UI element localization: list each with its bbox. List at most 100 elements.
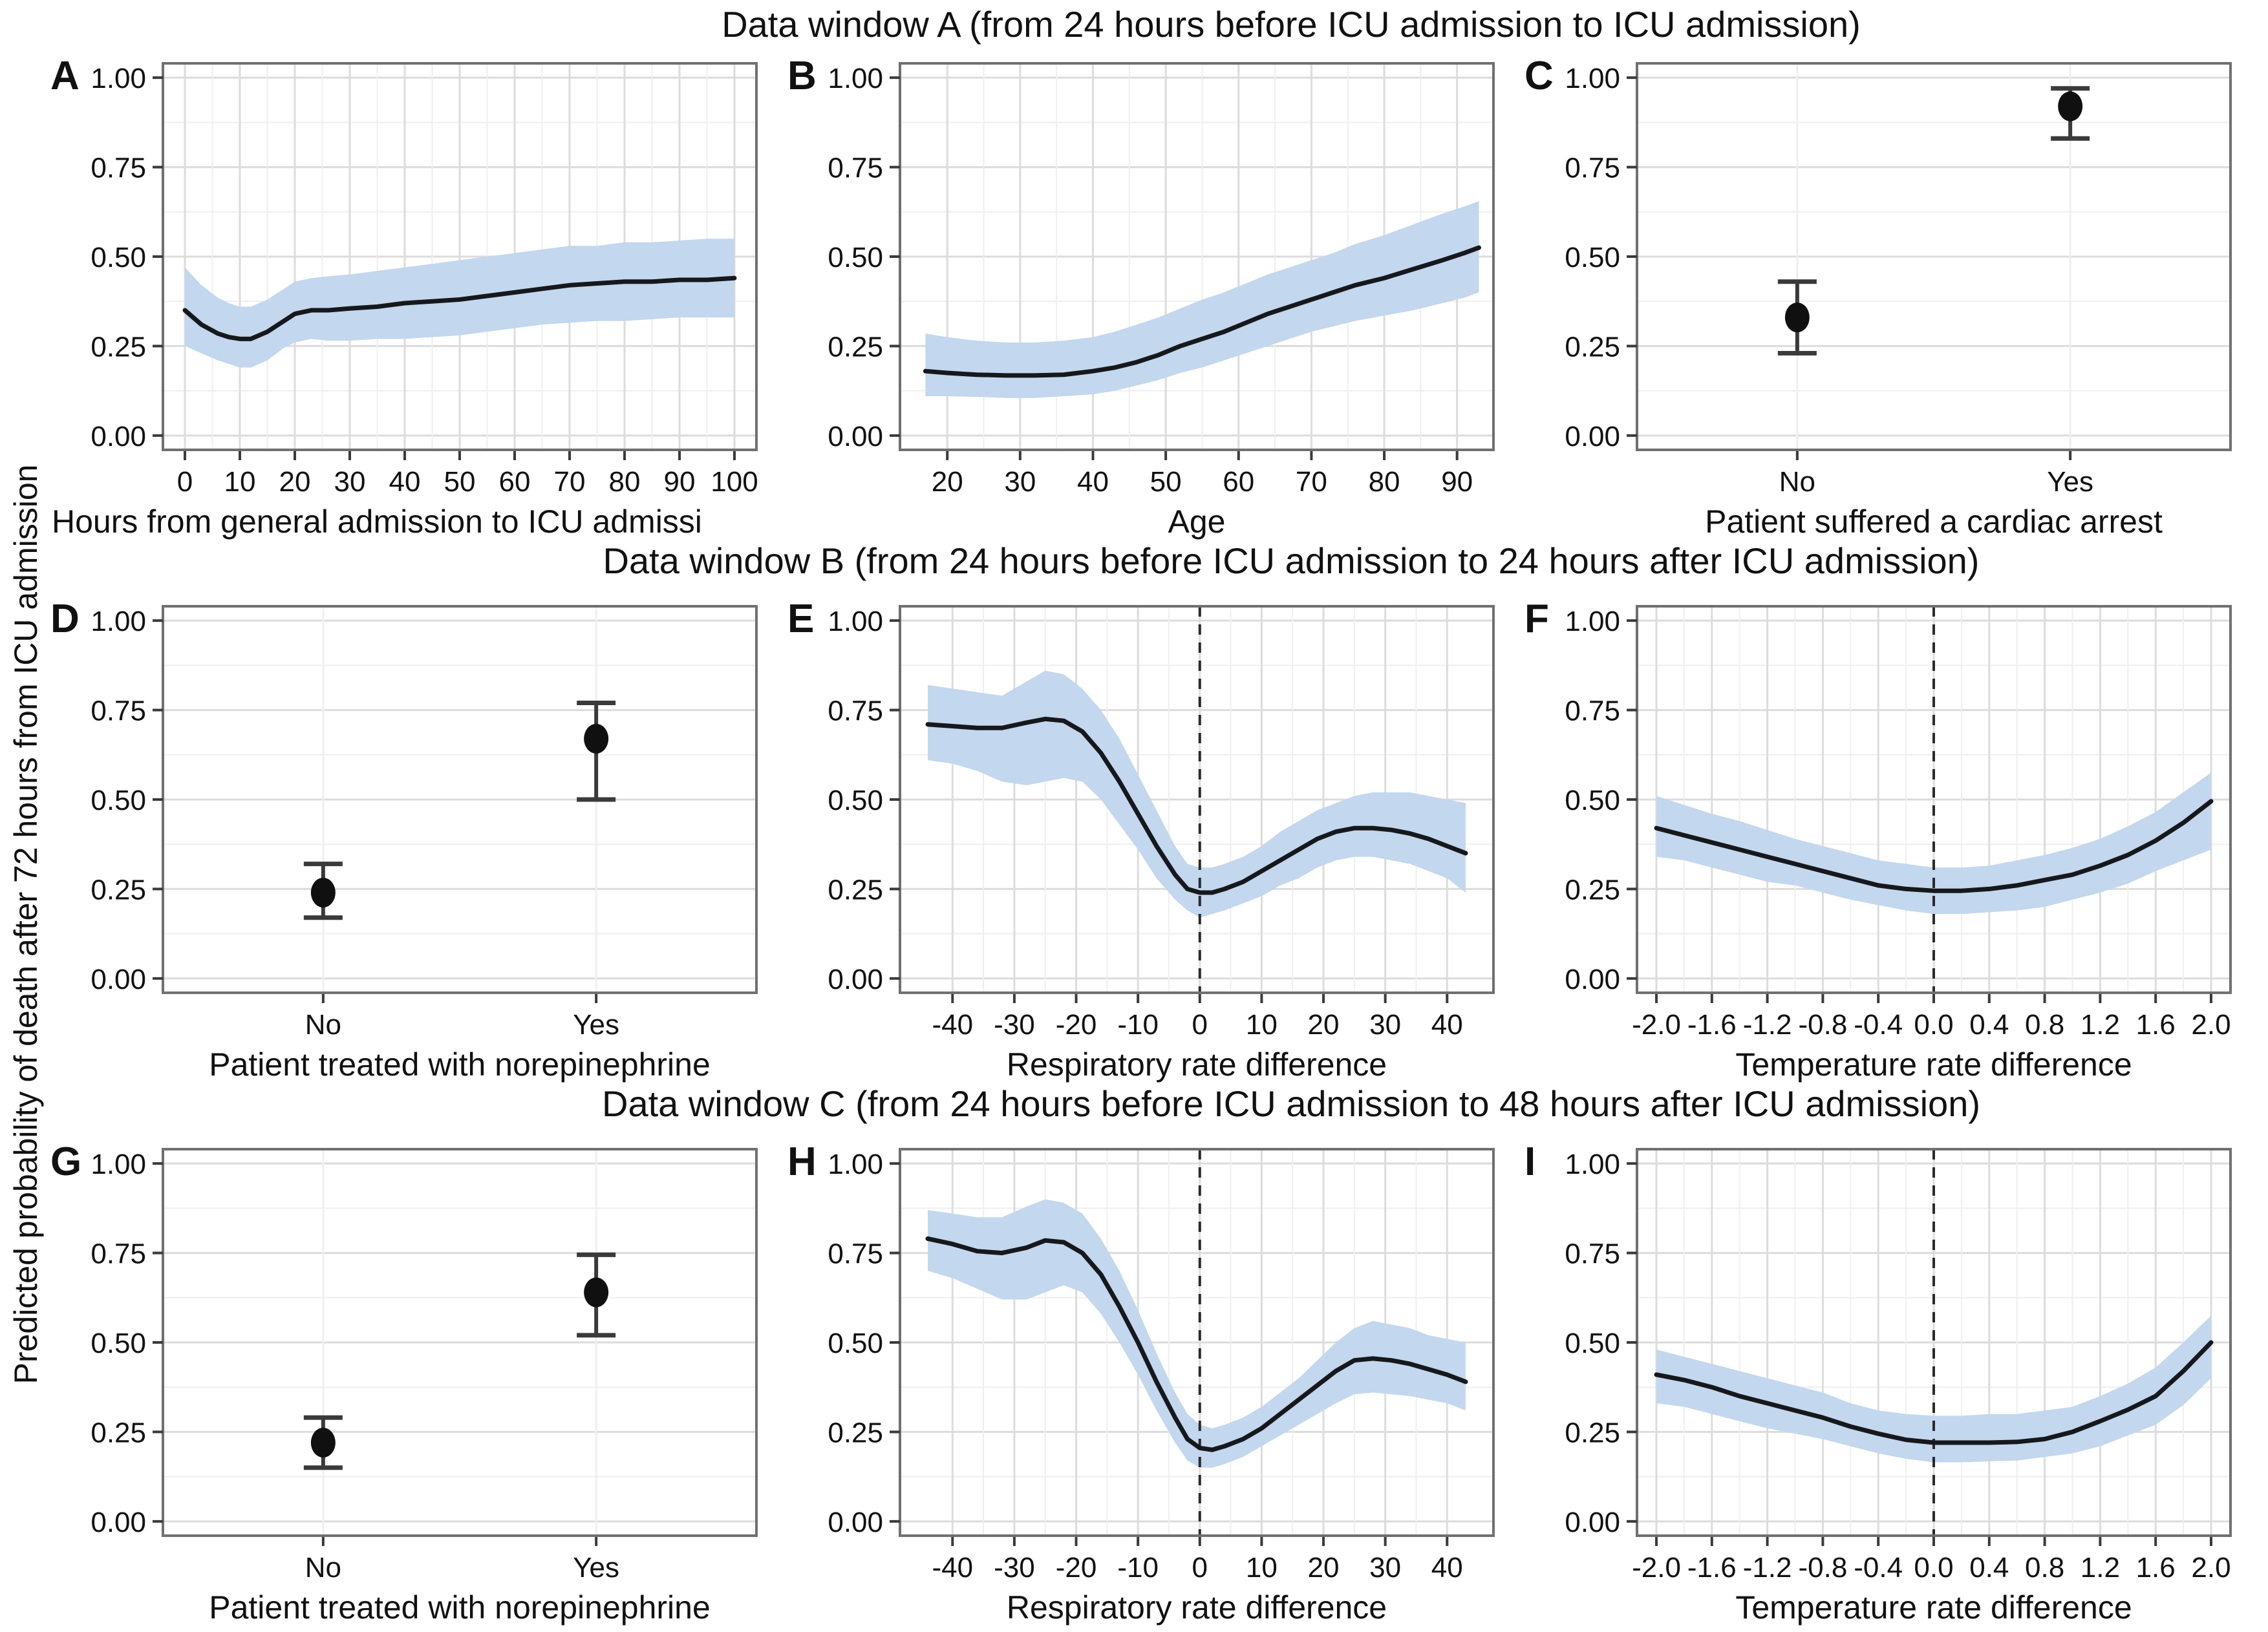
svg-text:0.50: 0.50	[1565, 1328, 1620, 1359]
svg-text:-1.6: -1.6	[1687, 1552, 1737, 1584]
row-title-window-b: Data window B (from 24 hours before ICU …	[603, 540, 1980, 581]
svg-text:-30: -30	[994, 1009, 1035, 1041]
panel-E: -40 -30 -20 -10 0 10 20 30 40 0.00 0.25 0.50 0.75 1.0…	[785, 592, 1513, 1083]
svg-text:0.75: 0.75	[828, 695, 883, 727]
svg-text:-20: -20	[1056, 1552, 1097, 1584]
svg-text:1.2: 1.2	[2081, 1552, 2120, 1584]
svg-text:1.00: 1.00	[91, 63, 146, 94]
svg-text:G: G	[50, 1139, 81, 1184]
chart-H: -40 -30 -20 -10 0 10 20 30 40 0.00 0.25 0.50 0.75 1.0…	[787, 1139, 1495, 1626]
svg-text:40: 40	[389, 466, 421, 498]
svg-text:30: 30	[334, 466, 366, 498]
svg-text:1.6: 1.6	[2136, 1552, 2176, 1584]
svg-text:20: 20	[1308, 1009, 1340, 1041]
svg-text:40: 40	[1431, 1552, 1463, 1584]
svg-text:-1.2: -1.2	[1743, 1552, 1792, 1584]
svg-text:-0.4: -0.4	[1854, 1009, 1903, 1041]
svg-text:H: H	[787, 1139, 817, 1184]
svg-text:0.00: 0.00	[91, 964, 146, 995]
svg-text:E: E	[787, 597, 814, 641]
svg-text:B: B	[787, 54, 817, 98]
svg-text:-40: -40	[932, 1009, 973, 1041]
svg-text:0.25: 0.25	[1565, 874, 1620, 906]
svg-text:2.0: 2.0	[2191, 1009, 2231, 1041]
svg-text:0.75: 0.75	[91, 1238, 146, 1270]
svg-text:0.50: 0.50	[91, 242, 146, 273]
svg-text:1.00: 1.00	[1565, 63, 1620, 94]
panel-G: No Yes 0.00 0.25 0.50 0.75 1.00 G Patient treate…	[48, 1135, 776, 1626]
chart-I: -2.0 -1.6 -1.2 -0.8 -0.4 0.0 0.4 0.8 1.2 1.6 2.0 0.…	[1524, 1139, 2232, 1626]
svg-text:0: 0	[1192, 1009, 1208, 1041]
svg-text:0.00: 0.00	[1565, 1507, 1620, 1538]
panel-F: -2.0 -1.6 -1.2 -0.8 -0.4 0.0 0.4 0.8 1.2 1.6 2.0 0.…	[1522, 592, 2250, 1083]
svg-text:Temperature rate difference: Temperature rate difference	[1735, 1046, 2132, 1083]
svg-text:0.75: 0.75	[91, 153, 146, 184]
chart-F: -2.0 -1.6 -1.2 -0.8 -0.4 0.0 0.4 0.8 1.2 1.6 2.0 0.…	[1524, 597, 2232, 1083]
svg-text:Respiratory rate difference: Respiratory rate difference	[1007, 1589, 1387, 1626]
svg-text:Patient treated with norepinep: Patient treated with norepinephrine	[209, 1589, 711, 1626]
svg-text:0.8: 0.8	[2025, 1552, 2064, 1584]
svg-text:0.50: 0.50	[828, 785, 883, 816]
svg-text:No: No	[305, 1009, 341, 1041]
svg-text:30: 30	[1369, 1552, 1401, 1584]
svg-text:1.00: 1.00	[91, 606, 146, 637]
svg-text:0.25: 0.25	[1565, 1417, 1620, 1448]
svg-text:20: 20	[279, 466, 311, 498]
svg-text:10: 10	[1246, 1552, 1278, 1584]
svg-text:-2.0: -2.0	[1632, 1552, 1681, 1584]
svg-text:0: 0	[177, 466, 193, 498]
svg-text:Age: Age	[1168, 503, 1226, 540]
svg-text:-40: -40	[932, 1552, 973, 1584]
svg-text:10: 10	[224, 466, 256, 498]
row-title-window-a: Data window A (from 24 hours before ICU …	[722, 4, 1861, 45]
svg-text:0.75: 0.75	[1565, 1238, 1620, 1270]
chart-D: No Yes 0.00 0.25 0.50 0.75 1.00 D Patient treate…	[50, 597, 758, 1083]
svg-text:60: 60	[1223, 466, 1254, 498]
svg-text:0.50: 0.50	[1565, 785, 1620, 816]
svg-text:0.50: 0.50	[91, 785, 146, 816]
svg-text:1.00: 1.00	[828, 606, 883, 637]
svg-text:C: C	[1524, 54, 1554, 98]
row-title-window-c: Data window C (from 24 hours before ICU …	[602, 1083, 1980, 1124]
svg-text:0.8: 0.8	[2025, 1009, 2064, 1041]
svg-text:40: 40	[1431, 1009, 1463, 1041]
svg-text:0.25: 0.25	[828, 874, 883, 906]
svg-text:60: 60	[499, 466, 531, 498]
svg-text:Hours from general admission t: Hours from general admission to ICU admi…	[52, 503, 702, 540]
svg-text:1.00: 1.00	[1565, 1149, 1620, 1180]
chart-B: 20 30 40 50 60 70 80 90 0.00 0.25 0.50 0.75 1.00 B Age	[787, 54, 1495, 540]
svg-text:0.00: 0.00	[91, 1507, 146, 1538]
svg-text:0.25: 0.25	[828, 1417, 883, 1448]
svg-text:100: 100	[711, 466, 758, 498]
svg-text:1.00: 1.00	[828, 63, 883, 94]
svg-text:0.00: 0.00	[828, 421, 883, 452]
svg-text:30: 30	[1004, 466, 1036, 498]
chart-G: No Yes 0.00 0.25 0.50 0.75 1.00 G Patient treate…	[50, 1139, 758, 1626]
svg-text:70: 70	[1296, 466, 1327, 498]
svg-text:1.00: 1.00	[91, 1149, 146, 1180]
svg-text:0.00: 0.00	[91, 421, 146, 452]
svg-text:Yes: Yes	[2047, 466, 2093, 498]
svg-text:50: 50	[444, 466, 476, 498]
svg-text:0.75: 0.75	[828, 153, 883, 184]
svg-text:0.0: 0.0	[1914, 1552, 1953, 1584]
svg-text:-10: -10	[1117, 1552, 1159, 1584]
panel-D: No Yes 0.00 0.25 0.50 0.75 1.00 D Patient treate…	[48, 592, 776, 1083]
svg-text:2.0: 2.0	[2191, 1552, 2231, 1584]
svg-text:1.6: 1.6	[2136, 1009, 2176, 1041]
svg-text:40: 40	[1077, 466, 1109, 498]
svg-text:Temperature rate difference: Temperature rate difference	[1735, 1589, 2132, 1626]
panel-A: 0 10 20 30 40 50 60 70 80 90 100 0.00 0.25 0.50 0.75 1.…	[48, 49, 776, 540]
svg-text:1.00: 1.00	[828, 1149, 883, 1180]
svg-text:-0.8: -0.8	[1798, 1552, 1847, 1584]
svg-text:F: F	[1524, 597, 1549, 641]
svg-text:-2.0: -2.0	[1632, 1009, 1681, 1041]
svg-text:0.75: 0.75	[1565, 695, 1620, 727]
panel-H: -40 -30 -20 -10 0 10 20 30 40 0.00 0.25 0.50 0.75 1.0…	[785, 1135, 1513, 1626]
svg-text:0: 0	[1192, 1552, 1208, 1584]
svg-text:-1.2: -1.2	[1743, 1009, 1792, 1041]
svg-text:0.4: 0.4	[1969, 1009, 2009, 1041]
svg-text:-1.6: -1.6	[1687, 1009, 1737, 1041]
svg-text:Patient suffered a cardiac arr: Patient suffered a cardiac arrest	[1705, 503, 2163, 540]
